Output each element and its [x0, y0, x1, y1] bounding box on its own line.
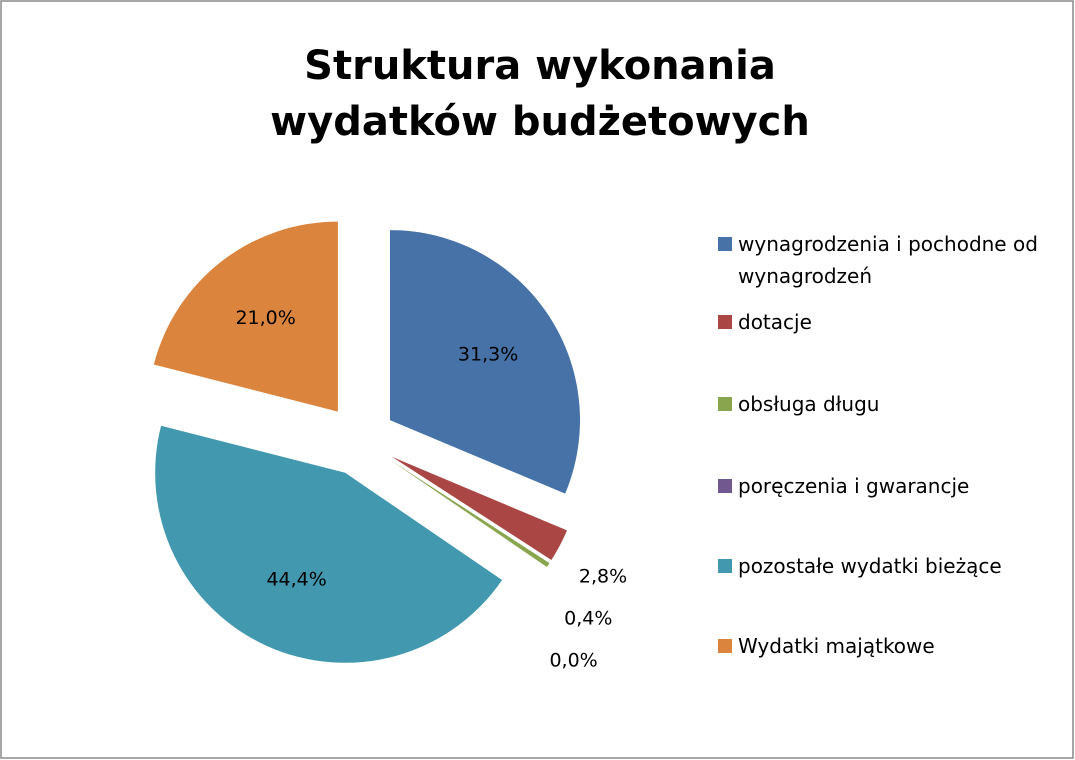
pie-slice: [389, 460, 547, 568]
data-label: 0,0%: [549, 650, 597, 672]
legend-label: Wydatki majątkowe: [738, 634, 935, 658]
legend-swatch: [718, 559, 732, 573]
legend-item: dotacje: [718, 306, 1063, 338]
legend-item: pozostałe wydatki bieżące: [718, 550, 1063, 582]
pie-slice: [153, 221, 338, 412]
legend-label: poręczenia i gwarancje: [738, 474, 970, 498]
data-label: 44,4%: [266, 569, 326, 591]
data-label: 2,8%: [579, 566, 627, 588]
pie-slice: [155, 425, 503, 663]
legend-item: obsługa długu: [718, 388, 1063, 420]
data-label: 0,4%: [564, 608, 612, 630]
legend-label: dotacje: [738, 310, 812, 334]
pie-slice: [389, 459, 550, 568]
chart-title: Struktura wykonania wydatków budżetowych: [270, 43, 810, 145]
legend-item: poręczenia i gwarancje: [718, 470, 1063, 502]
legend-swatch: [718, 237, 732, 251]
data-label: 21,0%: [235, 307, 295, 329]
legend-item: wynagrodzenia i pochodne od wynagrodzeń: [718, 228, 1063, 292]
pie-slice: [389, 230, 580, 494]
legend-label: obsługa długu: [738, 392, 880, 416]
legend-swatch: [718, 315, 732, 329]
legend-swatch: [718, 639, 732, 653]
legend-item: Wydatki majątkowe: [718, 630, 1063, 662]
legend-label: pozostałe wydatki bieżące: [738, 554, 1002, 578]
pie-slice: [391, 456, 567, 560]
legend-label: wynagrodzenia i pochodne od wynagrodzeń: [738, 232, 1038, 288]
data-label: 31,3%: [458, 343, 518, 365]
legend-swatch: [718, 479, 732, 493]
legend-swatch: [718, 397, 732, 411]
